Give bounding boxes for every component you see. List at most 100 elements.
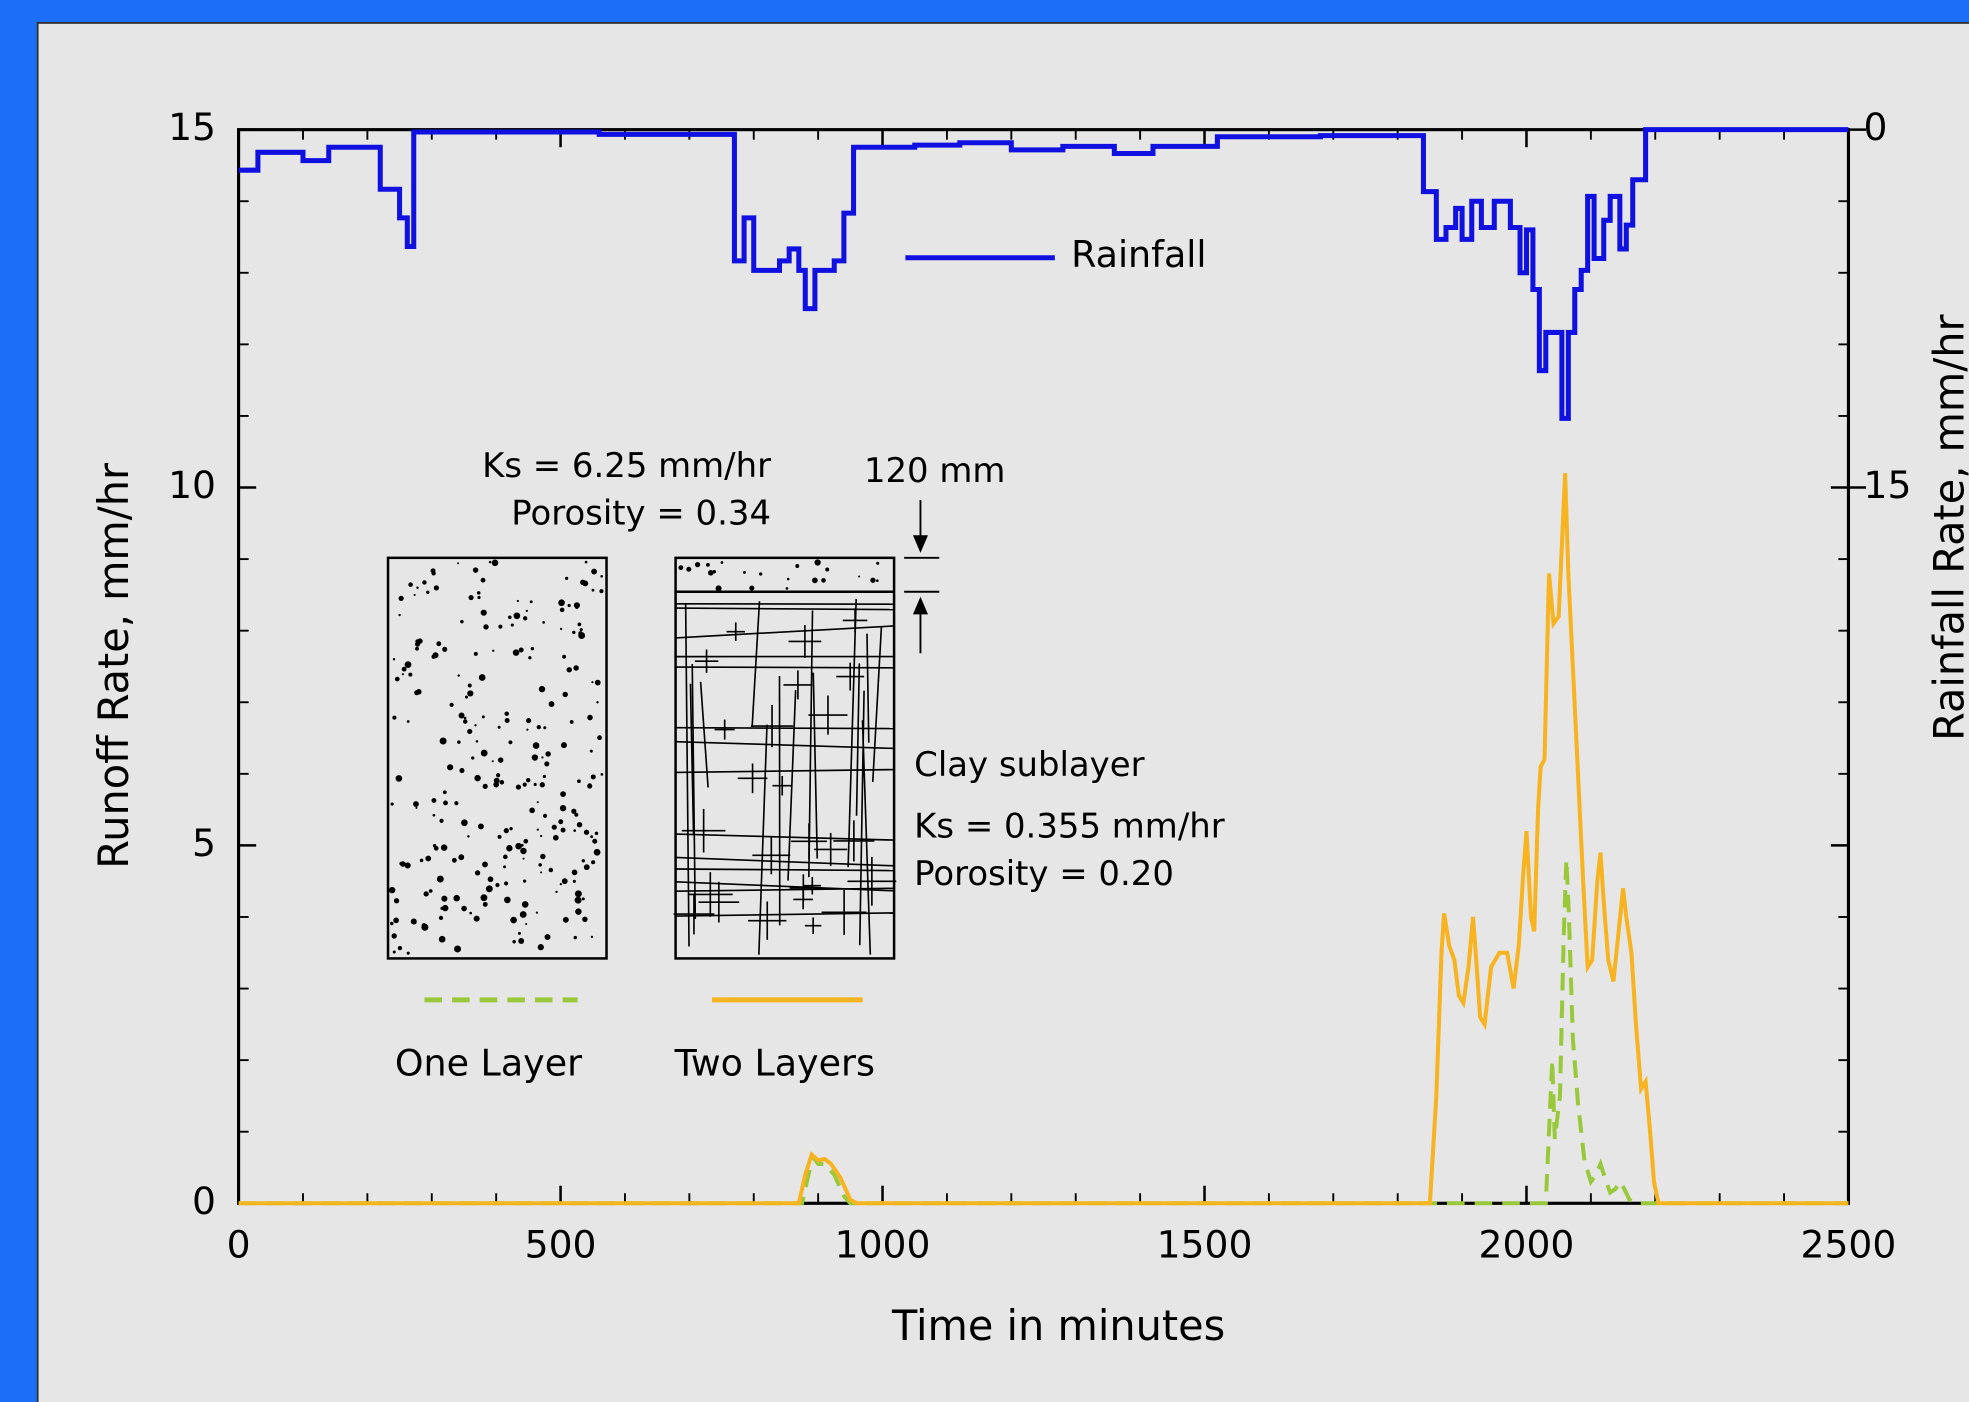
soil-dot xyxy=(591,860,596,865)
soil-dot xyxy=(566,667,572,673)
soil-dot xyxy=(686,566,692,572)
soil-dot xyxy=(388,886,396,894)
soil-dot xyxy=(392,658,396,661)
soil-dot xyxy=(575,605,579,609)
soil-dot xyxy=(496,773,501,778)
soil-dot xyxy=(515,784,522,790)
soil-dot xyxy=(526,728,529,731)
soil-dot xyxy=(584,560,588,564)
soil-dot xyxy=(578,631,583,636)
soil-dot xyxy=(535,911,539,914)
soil-dot xyxy=(517,931,521,935)
crack xyxy=(691,663,697,920)
one-layer-box xyxy=(386,556,608,960)
soil-dot xyxy=(391,933,397,939)
soil-dot xyxy=(518,647,524,653)
soil-dot xyxy=(526,718,532,724)
legend-label: Two Layers xyxy=(674,1042,875,1085)
soil-dot xyxy=(458,854,465,861)
soil-dot xyxy=(408,672,413,677)
soil-dot xyxy=(457,740,461,744)
soil-dot xyxy=(590,774,596,780)
crack xyxy=(758,724,768,955)
soil-dot xyxy=(414,690,420,696)
soil-dot xyxy=(483,624,489,630)
soil-dot xyxy=(577,779,581,784)
soil-dot xyxy=(454,945,462,953)
soil-dot xyxy=(525,609,528,613)
crack xyxy=(866,633,870,743)
soil-dot xyxy=(592,838,598,844)
soil-dot xyxy=(596,701,599,704)
soil-dot xyxy=(582,580,589,587)
crack xyxy=(675,912,895,917)
soil-dot xyxy=(694,561,701,568)
soil-dot xyxy=(477,823,484,830)
soil-dot xyxy=(401,673,404,676)
soil-dot xyxy=(419,858,424,863)
soil-dot xyxy=(523,838,529,844)
soil-dot xyxy=(536,801,539,804)
soil-dot xyxy=(397,945,403,951)
legend-label: One Layer xyxy=(395,1042,582,1085)
soil-dot xyxy=(515,842,522,850)
crack xyxy=(855,663,861,816)
soil-dot xyxy=(573,665,579,671)
soil-dot xyxy=(519,911,527,918)
soil-dot xyxy=(594,831,599,836)
soil-dot xyxy=(539,834,543,838)
soil-dot xyxy=(457,674,460,677)
soil-dot xyxy=(559,882,562,886)
soil-dot xyxy=(457,562,460,565)
soil-dot xyxy=(529,807,535,814)
annotation: Porosity = 0.20 xyxy=(914,854,1174,893)
soil-dot xyxy=(390,802,394,806)
soil-dot xyxy=(600,773,604,776)
soil-dot xyxy=(551,824,557,830)
soil-dot xyxy=(569,720,574,724)
soil-dot xyxy=(759,572,763,576)
crack xyxy=(861,720,872,955)
soil-dot xyxy=(390,921,394,926)
soil-dot xyxy=(472,567,479,573)
soil-dots xyxy=(388,559,880,955)
soil-dot xyxy=(706,562,710,567)
soil-dot xyxy=(574,890,582,898)
soil-dot xyxy=(539,782,545,788)
soil-dot xyxy=(562,691,568,698)
soil-dot xyxy=(510,916,517,924)
soil-dot xyxy=(583,864,590,871)
soil-dot xyxy=(528,656,532,660)
soil-dot xyxy=(559,607,565,613)
soil-dot xyxy=(431,654,436,659)
soil-dot xyxy=(558,599,565,607)
soil-dot xyxy=(544,934,551,941)
crack xyxy=(858,690,865,946)
crack xyxy=(675,625,895,639)
y-axis-label: Runoff Rate, mm/hr xyxy=(90,462,138,869)
soil-dot xyxy=(488,560,492,564)
soil-dot xyxy=(558,819,564,825)
crack xyxy=(689,683,695,835)
soil-dot xyxy=(453,894,460,902)
soil-dot xyxy=(707,570,714,576)
soil-dot xyxy=(559,804,567,812)
soil-dot xyxy=(548,701,555,707)
y2-tick-label: 0 xyxy=(1864,105,1888,149)
soil-dot xyxy=(522,782,527,787)
soil-dot xyxy=(560,827,566,833)
soil-dot xyxy=(477,595,481,600)
soil-dot xyxy=(401,666,407,672)
y-tick-label: 10 xyxy=(168,463,216,507)
y-tick-label: 0 xyxy=(192,1179,216,1223)
soil-dot xyxy=(506,845,513,852)
soil-dot xyxy=(416,586,419,589)
soil-dot xyxy=(559,627,563,631)
soil-dot xyxy=(406,951,410,955)
soil-dot xyxy=(497,834,502,839)
soil-dot xyxy=(395,775,403,782)
crack xyxy=(675,887,895,892)
soil-dot xyxy=(525,777,531,783)
soil-dot xyxy=(594,679,601,686)
